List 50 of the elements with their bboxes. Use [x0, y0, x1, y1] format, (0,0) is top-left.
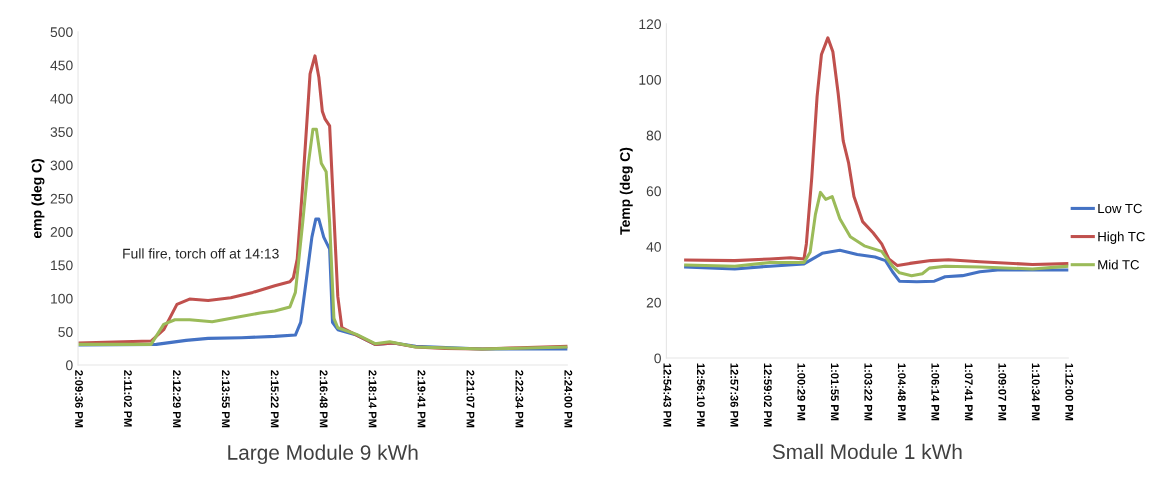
y-tick-label: 250 [50, 193, 73, 204]
x-tick-label: 12:54:43 PM [663, 363, 672, 427]
y-tick-label: 100 [51, 293, 73, 304]
y-tick-label: 20 [646, 297, 661, 308]
y-tick-label: 500 [50, 27, 73, 38]
x-tick-label: 1:09:07 PM [998, 363, 1007, 421]
x-tick-label: 1:07:41 PM [964, 363, 973, 421]
y-tick-label: 0 [654, 353, 661, 364]
y-tick-label: 100 [639, 74, 661, 85]
x-tick-label: 2:24:00 PM [564, 370, 573, 428]
y-tick-label: 50 [58, 327, 73, 337]
y-tick-label: 350 [50, 127, 73, 137]
x-tick-label: 2:16:48 PM [319, 370, 328, 428]
x-tick-label: 2:19:41 PM [417, 370, 426, 428]
y-tick-label: 200 [50, 227, 73, 237]
y-tick-label: 40 [646, 242, 661, 252]
x-tick-label: 1:12:00 PM [1065, 363, 1074, 421]
y-tick-label: 80 [646, 130, 661, 141]
x-axis-title: Small Module 1 kWh [772, 443, 962, 460]
x-tick-label: 2:13:55 PM [221, 370, 230, 428]
x-tick-label: 2:22:34 PM [515, 370, 524, 428]
annotation: Full fire, torch off at 14:13 [123, 248, 279, 261]
y-tick-label: 150 [51, 260, 73, 271]
y-tick-label: 450 [50, 60, 73, 71]
x-tick-label: 1:01:55 PM [830, 363, 839, 421]
legend-label: Mid TC [1098, 259, 1140, 270]
x-tick-label: 2:18:14 PM [368, 370, 377, 428]
x-tick-label: 2:09:36 PM [75, 370, 83, 428]
x-tick-label: 1:10:34 PM [1031, 363, 1040, 421]
legend-label: High TC [1098, 231, 1145, 244]
y-axis-title: emp (deg C) [31, 159, 45, 239]
legend-label: Low TC [1098, 203, 1142, 214]
x-tick-label: 2:21:07 PM [466, 370, 475, 428]
x-tick-label: 1:03:22 PM [864, 363, 873, 421]
x-axis-title: Large Module 9 kWh [228, 444, 418, 465]
y-tick-label: 400 [50, 93, 73, 104]
x-tick-label: 1:06:14 PM [931, 363, 940, 421]
y-axis-title: Temp (deg C) [619, 147, 633, 235]
x-tick-label: 12:57:36 PM [730, 363, 739, 427]
x-tick-label: 1:04:48 PM [897, 363, 906, 421]
y-tick-label: 0 [66, 360, 73, 371]
y-tick-label: 120 [639, 19, 661, 30]
y-tick-label: 300 [50, 160, 73, 171]
x-tick-label: 2:15:22 PM [270, 370, 279, 428]
x-tick-label: 2:12:29 PM [172, 370, 181, 428]
x-tick-label: 12:59:02 PM [763, 363, 772, 427]
y-tick-label: 60 [646, 186, 661, 197]
x-tick-label: 2:11:02 PM [124, 370, 132, 427]
x-tick-label: 12:56:10 PM [696, 363, 705, 427]
x-tick-label: 1:00:29 PM [797, 363, 806, 421]
